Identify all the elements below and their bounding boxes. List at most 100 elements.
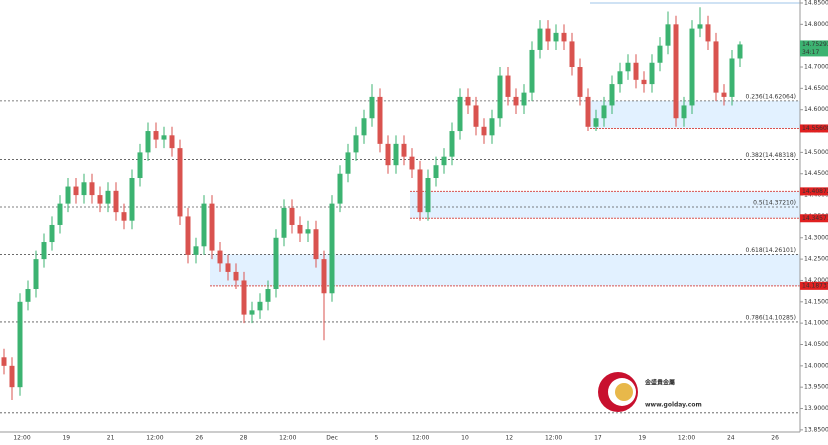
candle-body [425, 178, 431, 213]
candle-body [673, 24, 679, 119]
candle-body [329, 203, 335, 294]
y-tick-label: 14.25000 [804, 256, 828, 263]
candle-body [193, 246, 199, 255]
y-tick-label: 14.60000 [804, 106, 828, 113]
current-price-tag [800, 40, 828, 57]
y-tick-label: 14.00000 [804, 362, 828, 369]
candle-body [441, 156, 447, 166]
candle-body [233, 271, 239, 281]
x-tick-label: 5 [374, 435, 378, 442]
x-tick-label: 12:00 [545, 435, 562, 442]
x-tick-label: 19 [62, 435, 70, 442]
candle-body [561, 32, 567, 42]
candle-body [281, 207, 287, 238]
fib-label: 0.5(14.37210) [753, 199, 796, 206]
candle-body [409, 156, 415, 170]
price-tag-label: 14.18737 [802, 282, 828, 289]
y-tick-label: 13.90000 [804, 405, 828, 412]
logo-dot [615, 383, 633, 401]
candle-body [649, 62, 655, 85]
candle-body [89, 182, 95, 196]
candle-body [305, 229, 311, 234]
candle-body [97, 195, 103, 204]
candle-body [689, 28, 695, 106]
x-tick-label: 28 [240, 435, 248, 442]
fib-label: 0.382(14.48318) [746, 152, 797, 159]
price-tag [800, 187, 828, 196]
x-tick-label: 26 [771, 435, 779, 442]
candle-body [217, 250, 223, 264]
candle-body [353, 135, 359, 153]
candle-body [1, 357, 7, 366]
candle-body [713, 41, 719, 93]
x-tick-label: 10 [461, 435, 469, 442]
candle-body [617, 71, 623, 85]
y-tick-label: 14.45000 [804, 170, 828, 177]
x-tick-label: 12:00 [412, 435, 429, 442]
fib-label: 0.618(14.26101) [746, 247, 797, 254]
candle-body [65, 186, 71, 204]
zone [210, 254, 800, 286]
y-tick-label: 14.70000 [804, 64, 828, 71]
price-tag-label: 14.40872 [802, 188, 828, 195]
x-tick-label: 12:00 [146, 435, 163, 442]
candle-body [577, 67, 583, 97]
x-tick-label: 12:00 [678, 435, 695, 442]
candle-body [417, 169, 423, 213]
x-tick-label: Dec [326, 435, 338, 442]
x-tick-label: 24 [727, 435, 735, 442]
y-tick-label: 14.20000 [804, 277, 828, 284]
candle-body [105, 190, 111, 204]
candle-body [377, 96, 383, 144]
candle-body [537, 28, 543, 50]
y-tick-label: 14.50000 [804, 149, 828, 156]
candle-body [721, 92, 727, 97]
candle-body [361, 118, 367, 136]
x-tick-label: 26 [195, 435, 203, 442]
y-tick-label: 14.85000 [804, 0, 828, 6]
candle-body [433, 165, 439, 179]
candle-body [33, 259, 39, 289]
candle-body [729, 58, 735, 97]
candle-body [385, 143, 391, 166]
candle-body [17, 301, 23, 388]
candle-body [681, 105, 687, 119]
x-tick-label: 21 [107, 435, 115, 442]
candle-body [393, 143, 399, 166]
y-tick-label: 13.95000 [804, 384, 828, 391]
candle-body [201, 203, 207, 247]
candle-body [225, 263, 231, 272]
candle-body [129, 178, 135, 221]
candle-body [169, 135, 175, 149]
candle-body [529, 49, 535, 93]
current-price-label: 14.75293 [802, 41, 828, 48]
candle-body [657, 45, 663, 63]
candle-body [521, 92, 527, 106]
candle-body [297, 224, 303, 234]
candle-body [257, 301, 263, 311]
x-tick-label: 12:00 [279, 435, 296, 442]
candle-body [121, 212, 127, 221]
candle-body [9, 365, 15, 388]
candle-body [137, 152, 143, 179]
candle-body [209, 203, 215, 251]
candle-body [665, 24, 671, 46]
candle-body [625, 62, 631, 72]
y-tick-label: 14.65000 [804, 85, 828, 92]
candle-body [489, 118, 495, 136]
candle-body [633, 62, 639, 80]
candle-body [641, 79, 647, 85]
candle-body [265, 288, 271, 302]
candle-body [737, 44, 743, 59]
candle-body [457, 96, 463, 132]
candle-body [161, 135, 167, 140]
x-tick-label: 12:00 [13, 435, 30, 442]
current-price-time: 34:17 [802, 49, 819, 56]
candle-body [81, 182, 87, 196]
fib-label: 0.786(14.10285) [746, 314, 797, 321]
candle-body [313, 229, 319, 260]
candle-body [41, 242, 47, 260]
zone [590, 100, 800, 129]
candle-body [401, 143, 407, 157]
